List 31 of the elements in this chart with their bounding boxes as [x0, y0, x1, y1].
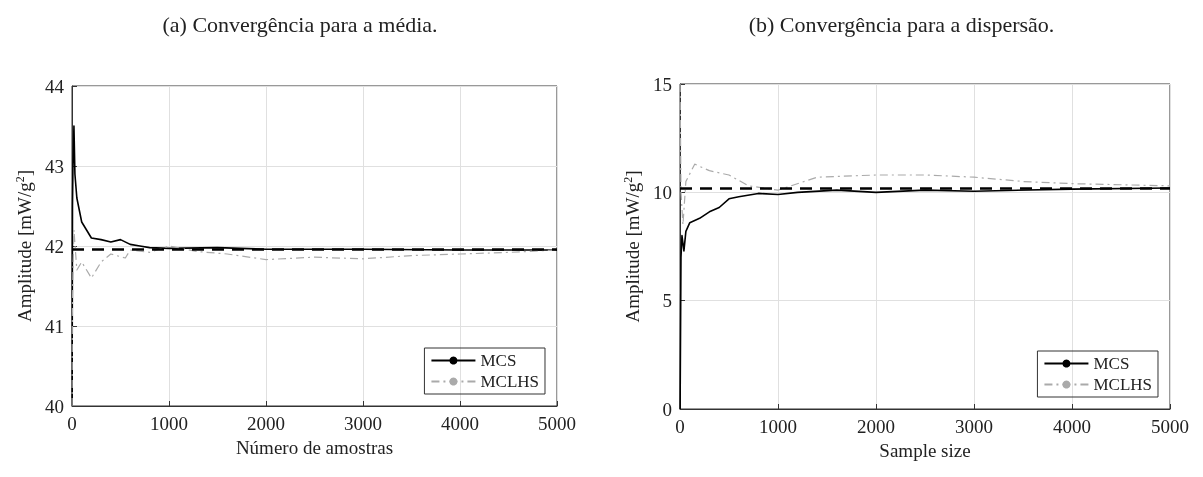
x-tick-label: 2000	[857, 416, 895, 437]
x-tick-label: 4000	[1053, 416, 1091, 437]
y-tick-label: 40	[45, 395, 64, 417]
x-axis-title: Número de amostras	[235, 436, 394, 458]
x-tick-label: 3000	[344, 413, 382, 434]
x-tick-label: 1000	[759, 416, 797, 437]
chart-title: (a) Convergência para a média.	[162, 11, 438, 37]
y-axis-title: Amplitude [mW/g2]	[621, 170, 643, 323]
chart-title: (b) Convergência para a dispersão.	[748, 11, 1055, 37]
y-tick-label: 43	[45, 155, 64, 177]
y-tick-label: 42	[45, 235, 64, 257]
y-tick-label: 5	[662, 290, 672, 312]
x-tick-label: 3000	[955, 416, 993, 437]
x-tick-label: 0	[675, 416, 685, 437]
legend-label: MCS	[1093, 354, 1130, 373]
legend-label: MCLHS	[1093, 375, 1153, 394]
x-tick-label: 5000	[1151, 416, 1189, 437]
y-tick-label: 10	[653, 181, 672, 203]
y-tick-label: 44	[45, 75, 65, 97]
y-tick-label: 15	[653, 73, 672, 95]
legend-label: MCLHS	[480, 372, 540, 391]
x-tick-label: 1000	[150, 413, 188, 434]
y-tick-label: 0	[662, 398, 672, 420]
y-axis-title: Amplitude [mW/g2]	[13, 169, 35, 323]
x-tick-label: 4000	[441, 413, 479, 434]
y-tick-label: 41	[45, 315, 64, 337]
legend-label: MCS	[480, 351, 517, 370]
x-tick-label: 2000	[247, 413, 285, 434]
x-axis-title: Sample size	[879, 439, 971, 461]
x-tick-label: 5000	[538, 413, 576, 434]
x-tick-label: 0	[67, 413, 77, 434]
